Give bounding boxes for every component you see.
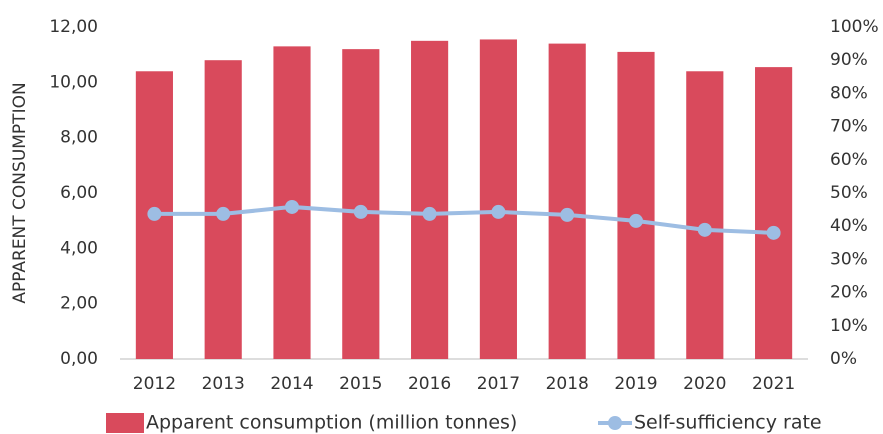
- y2-tick-label: 60%: [830, 150, 868, 170]
- x-tick-label: 2016: [408, 374, 451, 394]
- bar: [755, 67, 793, 359]
- line-marker: [491, 204, 506, 219]
- y-tick-label: 10,00: [49, 72, 98, 92]
- y-tick-label: 2,00: [60, 294, 98, 314]
- line-marker: [285, 199, 299, 214]
- x-tick-label: 2012: [133, 374, 176, 394]
- y2-tick-label: 30%: [830, 249, 868, 269]
- y-tick-label: 4,00: [60, 238, 98, 258]
- legend-swatch: [106, 413, 144, 433]
- y2-tick-label: 100%: [830, 17, 879, 37]
- line-marker: [560, 207, 575, 222]
- y2-tick-label: 90%: [830, 50, 868, 70]
- bar: [548, 43, 586, 359]
- y-tick-label: 12,00: [49, 17, 98, 37]
- x-tick-label: 2021: [752, 374, 795, 394]
- y2-tick-label: 20%: [830, 283, 868, 303]
- y-tick-label: 0,00: [60, 349, 98, 369]
- bar: [479, 39, 517, 359]
- x-tick-label: 2014: [270, 374, 313, 394]
- bar: [342, 49, 380, 360]
- x-tick-label: 2018: [546, 374, 589, 394]
- x-tick-label: 2019: [614, 374, 657, 394]
- legend-label: Self-sufficiency rate: [634, 412, 822, 434]
- line-marker: [629, 213, 643, 228]
- line-marker: [353, 204, 368, 219]
- y2-tick-label: 70%: [830, 117, 868, 137]
- y2-tick-label: 0%: [830, 349, 857, 369]
- y-tick-label: 8,00: [60, 128, 98, 148]
- x-tick-label: 2017: [477, 374, 520, 394]
- y-axis-label: APPARENT CONSUMPTION: [10, 82, 30, 303]
- y2-tick-label: 50%: [830, 183, 868, 203]
- bar: [686, 71, 724, 360]
- x-tick-label: 2015: [339, 374, 382, 394]
- legend-label: Apparent consumption (million tonnes): [146, 412, 517, 434]
- x-tick-label: 2020: [683, 374, 726, 394]
- y2-tick-label: 40%: [830, 216, 868, 236]
- bar: [411, 40, 449, 359]
- bar: [617, 51, 655, 360]
- line: [154, 204, 774, 235]
- line-marker: [697, 222, 712, 237]
- y2-tick-label: 10%: [830, 316, 868, 336]
- line-marker: [216, 206, 231, 221]
- legend-swatch: [608, 416, 622, 430]
- x-tick-label: 2013: [202, 374, 245, 394]
- y-tick-label: 6,00: [60, 183, 98, 203]
- line-marker: [766, 225, 781, 240]
- y2-tick-label: 80%: [830, 83, 868, 103]
- line-marker: [422, 206, 437, 221]
- line-marker: [147, 206, 162, 221]
